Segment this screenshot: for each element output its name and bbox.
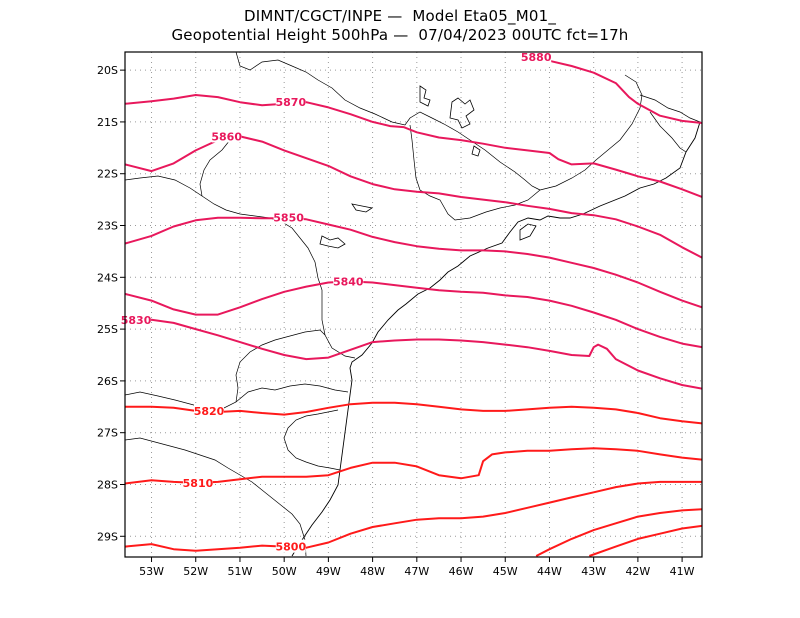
lat-tick-label: 24S [97, 271, 118, 284]
lon-tick-label: 45W [493, 565, 518, 578]
contour-line-5840 [125, 280, 702, 349]
contour-label-bg [273, 210, 304, 224]
lon-tick-label: 50W [272, 565, 297, 578]
lon-tick-label: 42W [625, 565, 650, 578]
state-border [235, 329, 326, 403]
contour-label: 5850 [273, 212, 304, 225]
lat-tick-label: 28S [97, 478, 118, 491]
contour-line-5810 [125, 447, 702, 485]
plot-border [124, 51, 703, 558]
lat-tick-label: 29S [97, 530, 118, 543]
lat-tick-label: 20S [97, 64, 118, 77]
contour-line-5800 [125, 480, 702, 552]
axis-ticks: 53W 52W 51W 50W 49W 48W 47W 46W 45W 44W 43W 42W 41W 2… [97, 64, 695, 578]
lat-tick-label: 26S [97, 375, 118, 388]
lake [449, 97, 475, 129]
contour-line-5790 [535, 508, 702, 557]
contour-line-5820 [125, 401, 702, 425]
state-border [235, 51, 541, 191]
state-border [199, 139, 231, 197]
contour-label-bg [275, 95, 306, 109]
lon-tick-label: 47W [404, 565, 429, 578]
coastline-borders [124, 51, 701, 557]
contour-label-bg [521, 50, 552, 64]
contour-label-bg [211, 129, 242, 143]
lat-tick-label: 22S [97, 168, 118, 181]
lake [419, 85, 431, 107]
lon-tick-label: 43W [581, 565, 606, 578]
lake [351, 203, 374, 213]
contour-label-bg [182, 475, 213, 489]
lon-tick-label: 53W [139, 565, 164, 578]
state-border [649, 111, 687, 153]
lon-tick-label: 44W [537, 565, 562, 578]
map-title-line-2: Geopotential Height 500hPa — 07/04/2023 … [171, 26, 629, 44]
state-border [283, 409, 341, 471]
state-border [124, 383, 349, 411]
lon-tick-label: 41W [670, 565, 695, 578]
map-frame [124, 51, 703, 558]
lon-tick-label: 46W [449, 565, 474, 578]
lon-tick-label: 48W [360, 565, 385, 578]
state-border [409, 124, 541, 221]
state-border [124, 437, 307, 557]
state-border [124, 175, 356, 359]
contour-line-5850 [125, 216, 702, 309]
lon-tick-label: 51W [228, 565, 253, 578]
grid-lines [125, 52, 702, 557]
bay-shape [519, 223, 537, 241]
lat-tick-label: 23S [97, 220, 118, 233]
coastline [291, 121, 701, 557]
contour-label: 5800 [275, 541, 306, 554]
state-border [539, 74, 643, 191]
contour-line-5870 [125, 94, 702, 198]
lat-tick-label: 21S [97, 116, 118, 129]
map-title-line-1: DIMNT/CGCT/INPE — Model Eta05_M01_ [243, 7, 557, 25]
lake [319, 235, 346, 249]
contour-line-5830 [125, 318, 702, 390]
contour-label-bg [275, 539, 306, 553]
lon-tick-label: 52W [183, 565, 208, 578]
lat-tick-label: 27S [97, 427, 118, 440]
state-border [639, 94, 701, 123]
contour-label: 5830 [121, 314, 152, 327]
contour-label-bg [194, 403, 225, 417]
lat-tick-label: 25S [97, 323, 118, 336]
contour-label: 5860 [211, 130, 242, 143]
lake [471, 145, 481, 157]
contour-label: 5880 [521, 51, 552, 64]
contour-line-5780 [588, 524, 702, 557]
geopotential-contours: 5880 5870 5860 5850 5840 5830 5820 5810 5800 [121, 50, 702, 557]
contour-label-bg [333, 274, 364, 288]
contour-label: 5820 [194, 405, 225, 418]
contour-label-bg [121, 312, 152, 326]
contour-label: 5810 [183, 477, 214, 490]
lon-tick-label: 49W [316, 565, 341, 578]
contour-label: 5840 [333, 275, 364, 288]
contour-label: 5870 [275, 96, 306, 109]
